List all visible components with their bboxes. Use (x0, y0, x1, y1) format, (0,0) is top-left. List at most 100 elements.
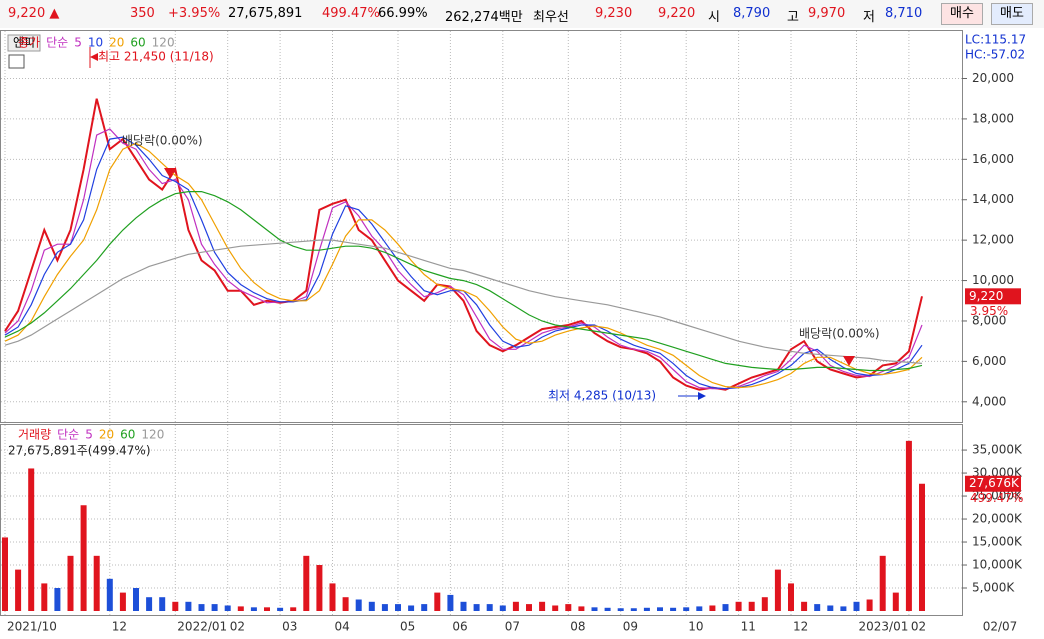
volume-bar (54, 588, 61, 611)
series-line (4, 128, 923, 390)
volume-bar (408, 605, 415, 611)
volume-bar (28, 468, 35, 611)
volume-bar (159, 597, 166, 611)
event-marker (164, 168, 176, 178)
legend-label: 종가 (18, 36, 40, 50)
volume-bar (67, 555, 74, 611)
y-tick-label: 10,000K (972, 558, 1023, 572)
series-line (4, 142, 923, 389)
volume-bar (395, 604, 401, 611)
current-volume-change: 499.47% (970, 491, 1023, 505)
quote-field: 499.47% (322, 6, 380, 21)
annotation: 배당락(0.00%) (122, 134, 203, 148)
volume-bar (447, 594, 454, 611)
quote-field: 9,230 (595, 6, 633, 21)
arrow-head (90, 53, 98, 61)
y-tick-label: 12,000 (972, 233, 1014, 247)
background (0, 28, 1044, 639)
x-tick-label: 12 (793, 620, 808, 634)
volume-bar (499, 605, 506, 611)
volume-bar (578, 606, 585, 611)
y-tick-label: 8,000 (972, 313, 1006, 327)
volume-bar (329, 583, 336, 611)
arrow-head (698, 392, 706, 400)
volume-bar (434, 592, 441, 611)
volume-bar (539, 601, 546, 611)
y-tick-label: 35,000K (972, 443, 1023, 457)
volume-bar (879, 555, 886, 611)
quote-field: +3.95% (168, 6, 221, 21)
quote-field: 9,220 ▲ (8, 6, 60, 21)
volume-bar (119, 592, 126, 611)
indicator: HC:-57.02 (965, 48, 1025, 62)
x-tick-label: 10 (688, 620, 703, 634)
legend-label: 120 (152, 36, 175, 50)
x-tick-label: 02 (911, 620, 926, 634)
quote-field: 8,790 (733, 6, 771, 21)
quote-field: 고 (787, 10, 799, 25)
volume-bar (185, 601, 192, 611)
quote-field: 저 (863, 10, 875, 25)
y-tick-label: 25,000K (972, 489, 1023, 503)
legend-label: 거래량 (18, 428, 51, 442)
volume-bar (460, 601, 467, 611)
volume-bar (617, 608, 624, 611)
volume-bar (41, 583, 48, 611)
current-volume: 27,676K (969, 476, 1020, 490)
y-tick-label: 5,000K (972, 581, 1015, 595)
x-tick-label: 11 (741, 620, 756, 634)
legend-label: 단순 (46, 36, 68, 50)
volume-bar (735, 601, 742, 611)
volume-bar (2, 537, 8, 611)
current-price: 9,220 (969, 289, 1003, 303)
volume-bar (264, 607, 270, 611)
quote-field: 8,710 (885, 6, 923, 21)
annotation: 최저 4,285 (10/13) (548, 389, 656, 403)
indicator: LC:115.17 (965, 33, 1026, 47)
volume-bar (788, 583, 794, 611)
volume-bar (303, 555, 310, 611)
volume-bar (250, 607, 257, 611)
legend-label: 20 (99, 428, 114, 442)
volume-note: 27,675,891주(499.47%) (8, 444, 151, 458)
volume-bar (368, 601, 375, 611)
x-tick-label: 05 (400, 620, 415, 634)
tool-button[interactable]: 엔피 (13, 36, 35, 50)
volume-bar (381, 604, 388, 611)
y-tick-label: 16,000 (972, 152, 1014, 166)
volume-bar (814, 604, 821, 611)
legend-label: 5 (74, 36, 82, 50)
quote-field: 350 (130, 6, 155, 21)
current-price-box (965, 288, 1021, 305)
quote-field: 27,675,891 (228, 6, 303, 21)
x-tick-label: 04 (335, 620, 350, 634)
y-tick-label: 14,000 (972, 192, 1014, 206)
volume-bar (565, 604, 572, 611)
volume-bar (316, 565, 323, 611)
volume-bar (93, 555, 100, 611)
legend-label: 단순 (57, 428, 79, 442)
table-icon[interactable] (8, 54, 25, 69)
x-tick-label: 03 (282, 620, 297, 634)
volume-bar (657, 607, 663, 611)
current-volume-box (965, 475, 1021, 492)
order-button[interactable]: 매수 (941, 3, 983, 25)
volume-bar (473, 604, 480, 611)
volume-bar (15, 569, 22, 611)
volume-bar (172, 601, 179, 611)
volume-bar (761, 597, 768, 611)
order-button[interactable]: 매도 (991, 3, 1033, 25)
volume-bar (421, 604, 428, 611)
volume-bar (774, 569, 781, 611)
tool-button-box[interactable] (7, 34, 41, 52)
volume-bar (198, 604, 205, 611)
volume-bar (277, 607, 284, 611)
quote-field: 시 (708, 10, 720, 25)
legend-label: 60 (120, 428, 135, 442)
volume-bar (211, 604, 218, 611)
volume-bar (512, 601, 519, 611)
quote-field: 66.99% (378, 6, 428, 21)
volume-bar (552, 605, 559, 611)
y-tick-label: 20,000K (972, 512, 1023, 526)
